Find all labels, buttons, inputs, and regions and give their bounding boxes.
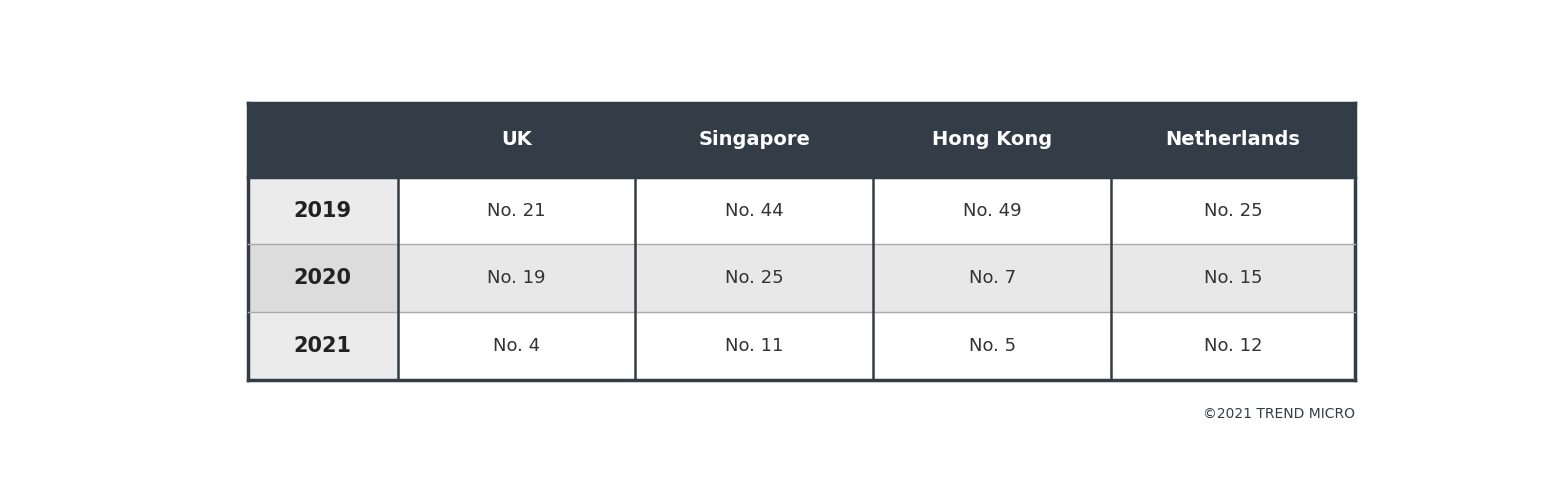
Bar [248, 103, 1355, 176]
Bar [397, 244, 1355, 312]
Text: No. 5: No. 5 [968, 337, 1017, 355]
Text: No. 19: No. 19 [487, 269, 546, 287]
Text: No. 21: No. 21 [487, 202, 546, 220]
Bar [248, 244, 397, 312]
Bar [248, 176, 397, 244]
Bar [248, 312, 397, 380]
Text: UK: UK [501, 130, 532, 149]
Text: 2020: 2020 [293, 268, 352, 288]
Text: Hong Kong: Hong Kong [933, 130, 1052, 149]
Text: No. 15: No. 15 [1204, 269, 1262, 287]
Text: 2019: 2019 [293, 201, 352, 221]
Text: No. 12: No. 12 [1204, 337, 1262, 355]
Text: 2021: 2021 [293, 336, 352, 356]
Text: No. 25: No. 25 [725, 269, 784, 287]
Text: No. 49: No. 49 [962, 202, 1021, 220]
Text: No. 44: No. 44 [725, 202, 784, 220]
Bar [397, 312, 1355, 380]
Text: No. 11: No. 11 [725, 337, 784, 355]
Bar [397, 176, 1355, 244]
Text: No. 4: No. 4 [494, 337, 540, 355]
Text: Singapore: Singapore [698, 130, 810, 149]
Text: No. 7: No. 7 [968, 269, 1017, 287]
Text: ©2021 TREND MICRO: ©2021 TREND MICRO [1203, 407, 1355, 421]
Text: Netherlands: Netherlands [1166, 130, 1301, 149]
Text: No. 25: No. 25 [1204, 202, 1262, 220]
